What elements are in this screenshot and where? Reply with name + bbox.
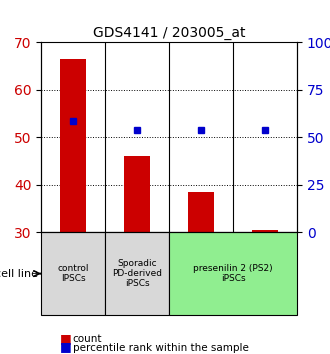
Text: cell line: cell line bbox=[0, 269, 38, 279]
Text: presenilin 2 (PS2)
iPSCs: presenilin 2 (PS2) iPSCs bbox=[193, 264, 273, 283]
Bar bbox=[60, 59, 86, 232]
Bar bbox=[124, 156, 150, 232]
FancyBboxPatch shape bbox=[105, 232, 169, 315]
Text: ■: ■ bbox=[59, 332, 71, 344]
Text: ■: ■ bbox=[59, 341, 71, 353]
Title: GDS4141 / 203005_at: GDS4141 / 203005_at bbox=[93, 26, 246, 40]
Text: percentile rank within the sample: percentile rank within the sample bbox=[73, 343, 248, 353]
Text: count: count bbox=[73, 334, 102, 344]
Text: Sporadic
PD-derived
iPSCs: Sporadic PD-derived iPSCs bbox=[112, 259, 162, 289]
Text: control
IPSCs: control IPSCs bbox=[57, 264, 89, 283]
FancyBboxPatch shape bbox=[41, 232, 105, 315]
Bar bbox=[252, 230, 278, 232]
Bar bbox=[188, 192, 214, 232]
FancyBboxPatch shape bbox=[169, 232, 297, 315]
